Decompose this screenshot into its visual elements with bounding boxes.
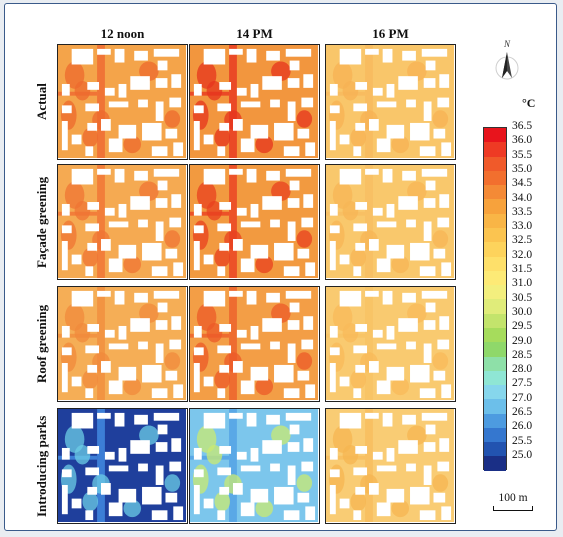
legend-label: 26.0 — [512, 420, 533, 433]
scale-line — [493, 506, 533, 511]
map-panel — [57, 164, 188, 280]
legend-label: 28.5 — [512, 348, 533, 361]
column-title-14-pm: 14 PM — [236, 26, 273, 41]
legend-label: 34.0 — [512, 191, 533, 204]
north-label: N — [503, 39, 511, 49]
map-panel — [57, 408, 188, 524]
legend-label: 30.5 — [512, 291, 533, 304]
legend-swatch — [484, 170, 506, 186]
legend-swatch — [484, 370, 506, 386]
north-arrow-icon: N — [494, 38, 520, 86]
legend-swatch — [484, 285, 506, 300]
legend-colorbar — [483, 127, 507, 471]
legend-swatch — [484, 456, 506, 471]
legend-label: 33.5 — [512, 205, 533, 218]
legend-swatch — [484, 442, 506, 457]
legend-label: 29.0 — [512, 334, 533, 347]
legend-label: 32.5 — [512, 234, 533, 247]
map-panel — [325, 408, 456, 524]
legend-swatch — [484, 385, 506, 400]
legend-label: 36.5 — [512, 120, 533, 132]
legend-swatch — [484, 227, 506, 243]
legend-unit: °C — [522, 96, 536, 110]
legend-swatch — [484, 142, 506, 157]
map-panel — [57, 44, 188, 160]
legend-label: 25.5 — [512, 434, 533, 447]
legend-swatch — [484, 128, 506, 143]
legend-swatch — [484, 213, 506, 228]
legend-swatch — [484, 185, 506, 200]
map-panel — [325, 286, 456, 402]
legend-swatch — [484, 342, 506, 357]
legend-label: 29.5 — [512, 320, 533, 333]
legend-swatch — [484, 427, 506, 443]
legend-swatch — [484, 356, 506, 371]
map-panel — [189, 286, 320, 402]
legend-label: 31.0 — [512, 277, 533, 290]
map-panel — [325, 164, 456, 280]
legend-label: 27.0 — [512, 391, 533, 404]
legend-label: 31.5 — [512, 263, 533, 275]
legend-swatch — [484, 256, 506, 271]
legend-swatch — [484, 399, 506, 414]
legend-swatch — [484, 199, 506, 214]
legend-swatch — [484, 413, 506, 428]
legend-label: 30.0 — [512, 305, 533, 318]
legend-label: 35.5 — [512, 148, 533, 161]
legend-swatch — [484, 270, 506, 286]
row-title-roof-greening: Roof greening — [34, 304, 49, 384]
legend-label: 33.0 — [512, 220, 533, 233]
scale-bar: 100 m — [493, 492, 533, 511]
map-panel — [189, 408, 320, 524]
legend-swatch — [484, 156, 506, 171]
column-title-12-noon: 12 noon — [100, 26, 145, 41]
row-title-facade-greening: Façade greening — [34, 176, 49, 268]
legend-swatch — [484, 313, 506, 328]
scale-label: 100 m — [498, 492, 528, 504]
legend-label: 34.5 — [512, 177, 533, 190]
column-title-16-pm: 16 PM — [372, 26, 409, 41]
map-panel — [189, 164, 320, 280]
legend-label: 26.5 — [512, 406, 533, 418]
legend-label: 36.0 — [512, 134, 533, 147]
map-panel — [325, 44, 456, 160]
legend-swatch — [484, 299, 506, 314]
map-panel — [57, 286, 188, 402]
legend-label: 28.0 — [512, 363, 533, 376]
legend-swatch — [484, 242, 506, 257]
legend-label: 35.0 — [512, 162, 533, 175]
legend-swatch — [484, 327, 506, 343]
legend-label: 32.0 — [512, 248, 533, 261]
row-title-introducing-parks: Introducing parks — [34, 415, 49, 517]
row-title-actual: Actual — [34, 83, 49, 121]
legend-label: 27.5 — [512, 377, 533, 390]
map-panel — [189, 44, 320, 160]
legend-label: 25.0 — [512, 448, 533, 461]
